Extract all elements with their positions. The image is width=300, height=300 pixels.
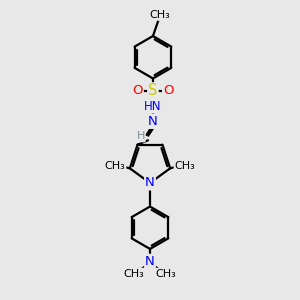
Text: CH₃: CH₃ [156, 269, 177, 279]
Text: S: S [148, 83, 158, 98]
Text: CH₃: CH₃ [105, 161, 125, 171]
Text: H: H [136, 131, 145, 142]
Text: CH₃: CH₃ [175, 161, 195, 171]
Text: CH₃: CH₃ [149, 10, 170, 20]
Text: HN: HN [144, 100, 162, 112]
Text: O: O [132, 84, 143, 97]
Text: O: O [163, 84, 173, 97]
Text: N: N [148, 115, 158, 128]
Text: N: N [145, 255, 155, 268]
Text: CH₃: CH₃ [123, 269, 144, 279]
Text: N: N [145, 176, 155, 190]
